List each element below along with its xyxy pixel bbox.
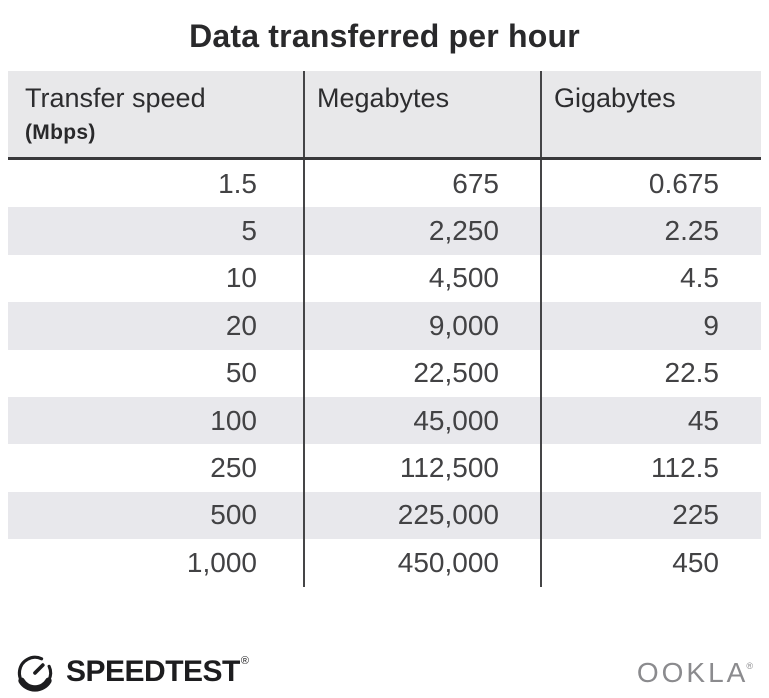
- cell-gigabytes: 225: [540, 491, 761, 540]
- cell-transfer-speed: 50: [225, 357, 257, 389]
- table-row: 1,000 450,000 450: [8, 539, 761, 587]
- table-row: 250 112,500 112.5: [8, 444, 761, 492]
- cell-megabytes: 45,000: [303, 396, 540, 445]
- cell-transfer-speed: 1,000: [186, 546, 257, 578]
- ookla-trademark-icon: ®: [746, 661, 753, 671]
- speedtest-gauge-icon: [17, 655, 53, 692]
- cell-gigabytes: 2.25: [540, 207, 761, 255]
- cell-megabytes: 2,250: [303, 207, 540, 255]
- table-row: 5 2,250 2.25: [8, 207, 761, 255]
- cell-gigabytes: 45: [540, 396, 761, 445]
- cell-transfer-speed: 20: [225, 309, 257, 341]
- registered-trademark-icon: ®: [240, 655, 249, 667]
- cell-gigabytes: 112.5: [540, 444, 761, 492]
- cell-transfer-speed: 10: [225, 262, 257, 294]
- cell-transfer-speed: 1.5: [218, 167, 257, 199]
- column-header-transfer-speed-label: Transfer speed: [25, 83, 206, 113]
- cell-megabytes: 9,000: [303, 302, 540, 350]
- table-row: 1.5 675 0.675: [8, 160, 761, 208]
- cell-megabytes: 675: [303, 160, 540, 208]
- cell-transfer-speed: 100: [210, 404, 257, 436]
- cell-gigabytes: 9: [540, 302, 761, 350]
- cell-megabytes: 22,500: [303, 349, 540, 397]
- cell-gigabytes: 450: [540, 539, 761, 587]
- column-header-megabytes: Megabytes: [303, 71, 540, 157]
- cell-megabytes: 450,000: [303, 539, 540, 587]
- table-row: 500 225,000 225: [8, 491, 761, 540]
- data-table: Transfer speed (Mbps) Megabytes Gigabyte…: [8, 71, 761, 587]
- speedtest-logo: SPEEDTEST ®: [13, 650, 249, 694]
- table-row: 20 9,000 9: [8, 302, 761, 350]
- table-row: 10 4,500 4.5: [8, 254, 761, 303]
- cell-megabytes: 112,500: [303, 444, 540, 492]
- table-row: 50 22,500 22.5: [8, 349, 761, 397]
- ookla-wordmark: OOKLA: [636, 657, 749, 688]
- speedtest-wordmark: SPEEDTEST: [66, 655, 240, 688]
- ookla-logo: OOKLA®: [637, 657, 755, 689]
- table-row: 100 45,000 45: [8, 396, 761, 445]
- page-title: Data transferred per hour: [189, 18, 580, 54]
- column-header-transfer-speed-unit: (Mbps): [25, 121, 96, 144]
- cell-transfer-speed: 250: [210, 452, 257, 484]
- column-header-transfer-speed: Transfer speed (Mbps): [8, 71, 303, 157]
- cell-gigabytes: 22.5: [540, 349, 761, 397]
- cell-transfer-speed: 500: [210, 499, 257, 531]
- cell-gigabytes: 0.675: [540, 160, 761, 208]
- cell-gigabytes: 4.5: [540, 254, 761, 303]
- cell-transfer-speed: 5: [241, 215, 257, 247]
- column-header-gigabytes: Gigabytes: [540, 71, 761, 157]
- table-body: 1.5 675 0.675 5 2,250 2.25 10 4,500 4.5 20 9,000 9 5…: [8, 160, 761, 587]
- table-header: Transfer speed (Mbps) Megabytes Gigabyte…: [8, 71, 761, 160]
- cell-megabytes: 225,000: [303, 491, 540, 540]
- cell-megabytes: 4,500: [303, 254, 540, 303]
